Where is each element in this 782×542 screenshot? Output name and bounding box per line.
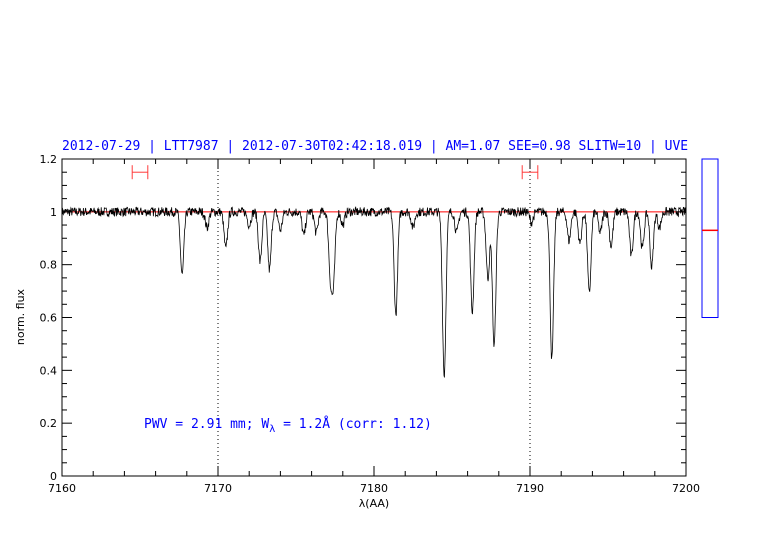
side-gauge-box — [701, 158, 719, 318]
x-axis-ticks: 7160 7170 7180 7190 7200 — [48, 159, 700, 495]
side-gauge — [701, 158, 719, 318]
spectrum-line — [61, 206, 687, 378]
fit-window-0 — [131, 165, 149, 180]
y-tick-label: 0.2 — [40, 417, 58, 430]
pwv-annotation: PWV = 2.91 mm; Wλ = 1.2Å (corr: 1.12) — [144, 416, 432, 435]
x-tick-label: 7180 — [360, 482, 388, 495]
y-axis-label: norm. flux — [14, 288, 27, 345]
x-tick-label: 7190 — [516, 482, 544, 495]
y-tick-label: 1.2 — [40, 153, 58, 166]
x-tick-label: 7160 — [48, 482, 76, 495]
pwv-annotation-prefix: PWV = 2.91 mm; W — [144, 417, 269, 432]
x-tick-label: 7200 — [672, 482, 700, 495]
x-tick-label: 7170 — [204, 482, 232, 495]
spectrum-series — [61, 206, 687, 378]
x-axis-label: λ(AA) — [359, 497, 389, 510]
y-tick-label: 1 — [50, 206, 57, 219]
y-tick-label: 0.6 — [40, 312, 58, 325]
y-axis-ticks: 0 0.2 0.4 0.6 0.8 1 1.2 — [40, 153, 686, 483]
y-tick-label: 0.8 — [40, 259, 58, 272]
fit-window-1 — [521, 165, 539, 180]
y-tick-label: 0 — [50, 470, 57, 483]
fit-windows — [131, 165, 539, 180]
y-tick-label: 0.4 — [40, 364, 58, 377]
pwv-annotation-suffix: = 1.2Å (corr: 1.12) — [275, 416, 432, 432]
chart-title: 2012-07-29 | LTT7987 | 2012-07-30T02:42:… — [62, 139, 688, 154]
pwv-annotation-subscript: λ — [269, 424, 275, 435]
